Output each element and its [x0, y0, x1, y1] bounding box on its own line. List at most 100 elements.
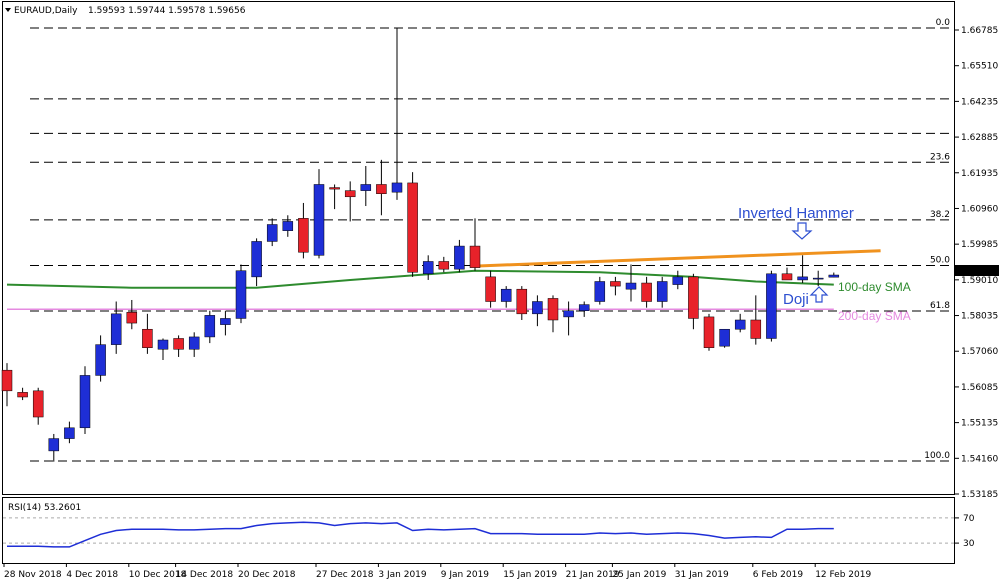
price-tick-label-5: 1.60960 — [961, 204, 998, 214]
time-tick-label-5: 27 Dec 2018 — [316, 570, 374, 580]
inverted-hammer-arrow-icon — [791, 222, 813, 240]
candle-body-9 — [142, 328, 153, 348]
candle-body-41 — [641, 282, 652, 302]
sma100-line — [6, 269, 834, 289]
doji-label: Doji — [783, 291, 809, 308]
candle-body-37 — [578, 304, 590, 312]
candle-body-24 — [376, 184, 387, 194]
rsi-indicator — [3, 517, 955, 548]
candle-body-16 — [251, 241, 262, 278]
candle-body-3 — [48, 438, 60, 452]
candle-body-53 — [828, 274, 840, 278]
candle-body-40 — [625, 282, 637, 290]
candle-body-44 — [688, 276, 699, 319]
current-price-label: 1.59656 — [958, 267, 995, 277]
candle-body-52 — [812, 277, 824, 280]
time-tick-label-13: 12 Feb 2019 — [815, 570, 871, 580]
time-tick-label-7: 9 Jan 2019 — [441, 570, 489, 580]
price-tick-label-7: 1.59010 — [961, 276, 998, 286]
time-tick-label-12: 6 Feb 2019 — [753, 570, 804, 580]
candle-body-18 — [282, 221, 294, 231]
rsi-panel-frame — [2, 497, 955, 564]
fib-label-4: 38.2 — [930, 210, 950, 220]
candle-body-30 — [469, 245, 481, 268]
fib-label-3: 23.6 — [930, 152, 950, 162]
price-tick-label-10: 1.56085 — [961, 383, 998, 393]
candle-body-45 — [703, 316, 715, 348]
candle-body-6 — [95, 344, 106, 376]
candle-body-39 — [610, 281, 621, 287]
candle-body-35 — [547, 298, 559, 321]
candle-body-13 — [204, 315, 216, 338]
symbol-label: EURAUD,Daily — [14, 6, 78, 16]
fib-label-5: 50.0 — [930, 255, 950, 265]
candle-body-2 — [32, 390, 44, 418]
candle-body-14 — [220, 318, 231, 325]
candlesticks — [1, 28, 840, 462]
collapse-triangle-icon[interactable] — [5, 8, 11, 12]
candle-body-0 — [1, 369, 13, 392]
price-tick-label-8: 1.58035 — [961, 312, 998, 322]
resistance-trendline — [474, 249, 881, 268]
annotation-arrows — [791, 222, 829, 303]
candle-body-22 — [344, 190, 356, 198]
ohlc-values: 1.59593 1.59744 1.59578 1.59656 — [88, 6, 246, 16]
price-panel-frame — [2, 1, 955, 495]
candle-body-38 — [594, 281, 606, 302]
candle-body-27 — [422, 261, 434, 275]
candle-body-32 — [500, 288, 512, 302]
candle-body-33 — [516, 288, 528, 315]
fib-label-6: 61.8 — [930, 301, 950, 311]
time-tick-label-10: 25 Jan 2019 — [612, 570, 666, 580]
price-tick-label-2: 1.64235 — [961, 97, 998, 107]
fib-label-0: 0.0 — [936, 18, 951, 28]
candle-body-17 — [266, 224, 278, 242]
candle-body-12 — [188, 336, 200, 350]
candle-body-49 — [766, 273, 777, 339]
candle-body-46 — [719, 328, 730, 347]
inverted-hammer-label: Inverted Hammer — [738, 205, 854, 222]
candle-body-1 — [17, 392, 28, 398]
candle-body-15 — [235, 270, 247, 319]
candle-body-21 — [329, 187, 340, 190]
candle-body-11 — [173, 338, 184, 350]
candle-body-51 — [797, 276, 808, 281]
rsi-label: RSI(14) 53.2601 — [8, 503, 81, 513]
time-tick-label-11: 31 Jan 2019 — [675, 570, 729, 580]
price-tick-label-12: 1.54160 — [961, 454, 998, 464]
price-tick-label-0: 1.66785 — [961, 26, 998, 36]
fib-label-7: 100.0 — [924, 451, 950, 461]
candle-body-19 — [298, 218, 309, 253]
candle-body-20 — [313, 184, 325, 256]
rsi-line — [7, 521, 834, 548]
current-price-tag — [955, 265, 999, 276]
price-tick-label-9: 1.57060 — [961, 347, 998, 357]
time-tick-label-8: 15 Jan 2019 — [503, 570, 557, 580]
candle-body-50 — [781, 273, 793, 281]
candle-body-28 — [438, 261, 450, 270]
price-tick-label-1: 1.65510 — [961, 62, 998, 72]
time-tick-label-9: 21 Jan 2019 — [566, 570, 620, 580]
price-axis: 1.66785 1.65510 1.64235 1.62885 1.61935 1.609… — [955, 26, 998, 549]
candle-body-4 — [64, 427, 75, 439]
candle-body-42 — [656, 281, 668, 302]
candle-body-25 — [391, 182, 403, 193]
rsi-tick-label-1: 30 — [963, 539, 975, 549]
fibonacci-levels: 0.0 23.6 38.2 50.0 61.8 100.0 — [30, 18, 955, 462]
rsi-tick-label-0: 70 — [963, 514, 975, 524]
candle-body-26 — [407, 182, 418, 273]
price-tick-label-4: 1.61935 — [961, 169, 998, 179]
price-tick-label-11: 1.55135 — [961, 419, 998, 429]
candle-body-29 — [454, 245, 465, 270]
price-tick-label-3: 1.62885 — [961, 133, 998, 143]
candle-body-36 — [563, 310, 574, 318]
candle-body-34 — [532, 301, 543, 315]
candle-body-47 — [734, 319, 746, 330]
price-tick-label-6: 1.59985 — [961, 240, 998, 250]
candle-body-7 — [110, 313, 122, 345]
candle-body-43 — [672, 276, 684, 285]
candle-body-23 — [360, 184, 372, 191]
time-tick-label-2: 10 Dec 2018 — [129, 570, 187, 580]
